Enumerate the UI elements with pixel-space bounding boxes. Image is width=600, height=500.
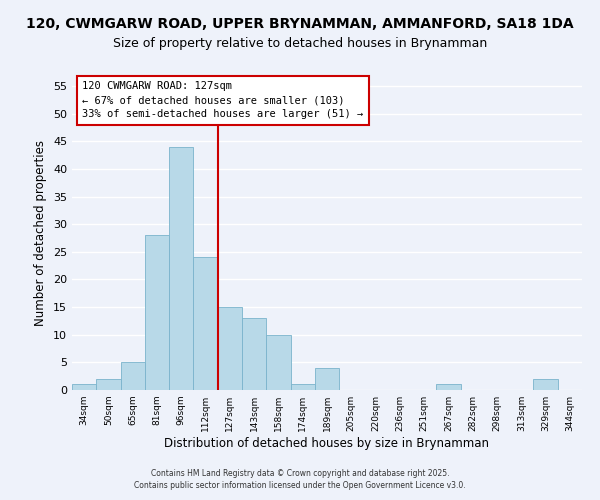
- Bar: [315, 368, 339, 390]
- Text: 120, CWMGARW ROAD, UPPER BRYNAMMAN, AMMANFORD, SA18 1DA: 120, CWMGARW ROAD, UPPER BRYNAMMAN, AMMA…: [26, 18, 574, 32]
- Text: Size of property relative to detached houses in Brynamman: Size of property relative to detached ho…: [113, 38, 487, 51]
- Y-axis label: Number of detached properties: Number of detached properties: [34, 140, 47, 326]
- Bar: [290, 384, 315, 390]
- Bar: [218, 307, 242, 390]
- Bar: [72, 384, 96, 390]
- Bar: [169, 147, 193, 390]
- Bar: [533, 379, 558, 390]
- Text: 120 CWMGARW ROAD: 127sqm
← 67% of detached houses are smaller (103)
33% of semi-: 120 CWMGARW ROAD: 127sqm ← 67% of detach…: [82, 82, 364, 120]
- Bar: [121, 362, 145, 390]
- X-axis label: Distribution of detached houses by size in Brynamman: Distribution of detached houses by size …: [164, 437, 490, 450]
- Bar: [436, 384, 461, 390]
- Bar: [266, 334, 290, 390]
- Bar: [145, 236, 169, 390]
- Bar: [96, 379, 121, 390]
- Text: Contains public sector information licensed under the Open Government Licence v3: Contains public sector information licen…: [134, 481, 466, 490]
- Bar: [193, 258, 218, 390]
- Bar: [242, 318, 266, 390]
- Text: Contains HM Land Registry data © Crown copyright and database right 2025.: Contains HM Land Registry data © Crown c…: [151, 468, 449, 477]
